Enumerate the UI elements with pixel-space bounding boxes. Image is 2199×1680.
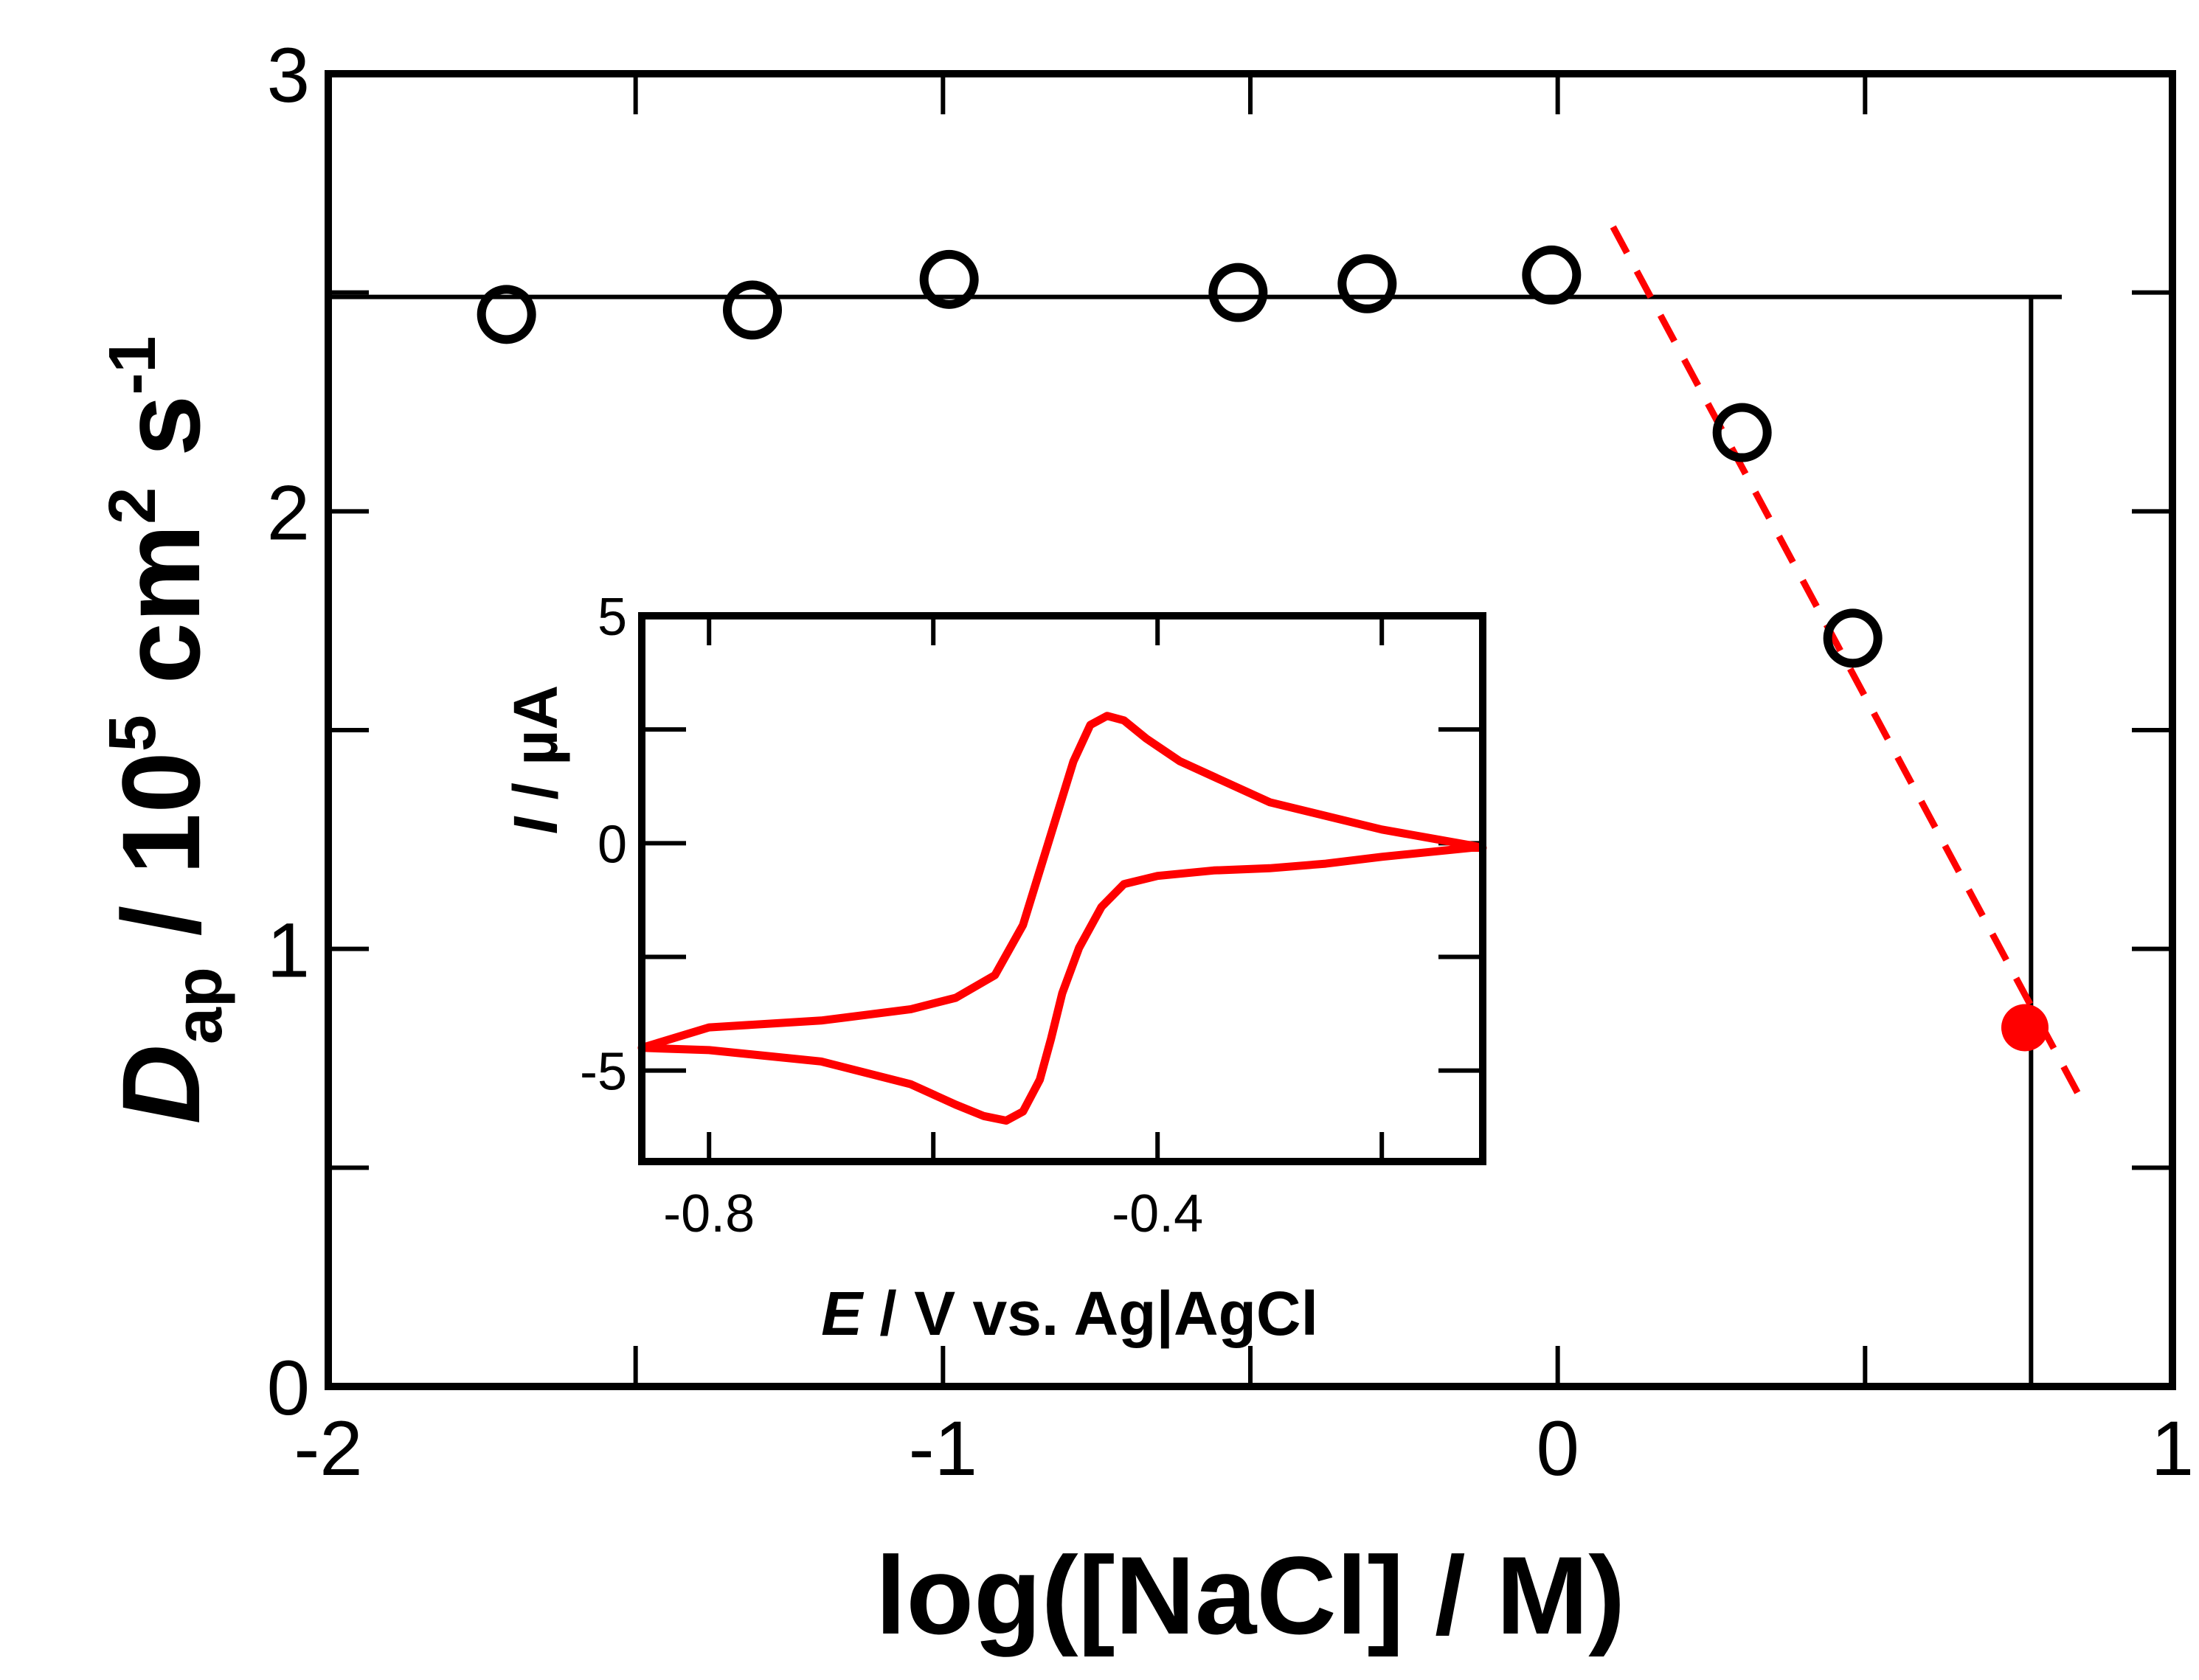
main-plot-frame	[325, 70, 2176, 1390]
inset-x-tick-label: -0.4	[1112, 1184, 1203, 1243]
inset-x-tick-label: -0.8	[663, 1184, 755, 1243]
main-data	[477, 225, 2083, 1100]
y-title-exp2: 2	[96, 487, 170, 524]
inset-background	[642, 616, 1483, 1162]
inset-chart: -0.8 -0.4 -5 0 5 E / V vs. Ag|AgCl I / µA	[501, 588, 1487, 1349]
y-title-unit1: cm	[99, 524, 223, 715]
x-tick-label: 1	[2151, 1406, 2194, 1492]
fit-line	[1610, 225, 2083, 1100]
data-point	[919, 249, 979, 309]
inset-x-axis-title: E / V vs. Ag|AgCl	[821, 1279, 1318, 1349]
inset-x-title-symbol: E	[821, 1279, 865, 1348]
inset-data	[637, 712, 1487, 1125]
inset-x-title-rest: / V vs. Ag|AgCl	[862, 1279, 1318, 1349]
cv-curve	[637, 712, 1487, 1125]
inset-y-tick-label: 5	[598, 588, 627, 647]
y-title-exp1: 5	[96, 715, 170, 752]
y-tick-label: 1	[267, 908, 310, 994]
data-point	[1522, 245, 1582, 305]
main-grid-lines	[328, 294, 2062, 1386]
y-title-unit2: s	[99, 395, 223, 487]
x-tick-label: -2	[294, 1406, 362, 1492]
main-x-axis-title: log([NaCl] / M)	[876, 1533, 1625, 1657]
y-tick-label: 3	[267, 32, 310, 119]
y-title-symbol: D	[99, 1044, 223, 1124]
y-tick-label: 0	[267, 1345, 310, 1431]
data-point	[1208, 263, 1268, 322]
data-point	[1712, 403, 1772, 462]
data-point	[1337, 254, 1397, 313]
data-point	[1823, 608, 1883, 668]
main-y-axis-title: Dap / 105 cm2 s-1	[96, 336, 236, 1125]
inset-y-tick-label: 0	[598, 815, 627, 874]
inset-y-title-symbol: I	[501, 816, 570, 834]
data-point	[723, 280, 782, 340]
inset-y-axis-title: I / µA	[501, 685, 570, 834]
x-tick-label: 0	[1536, 1406, 1579, 1492]
y-tick-label: 2	[267, 470, 310, 556]
y-title-exp3: -1	[96, 336, 170, 395]
y-title-rest: / 10	[99, 752, 223, 967]
y-title-subscript: ap	[162, 967, 236, 1044]
data-point	[477, 285, 536, 344]
inset-tick-labels: -0.8 -0.4 -5 0 5	[580, 588, 1203, 1243]
main-tick-labels: -2 -1 0 1 0 1 2 3	[267, 32, 2195, 1492]
inset-plot-frame	[638, 612, 1486, 1165]
inset-y-tick-label: -5	[580, 1043, 627, 1102]
inset-y-title-rest: / µA	[501, 685, 570, 817]
data-point-filled	[2001, 1004, 2049, 1052]
x-tick-label: -1	[909, 1406, 977, 1492]
